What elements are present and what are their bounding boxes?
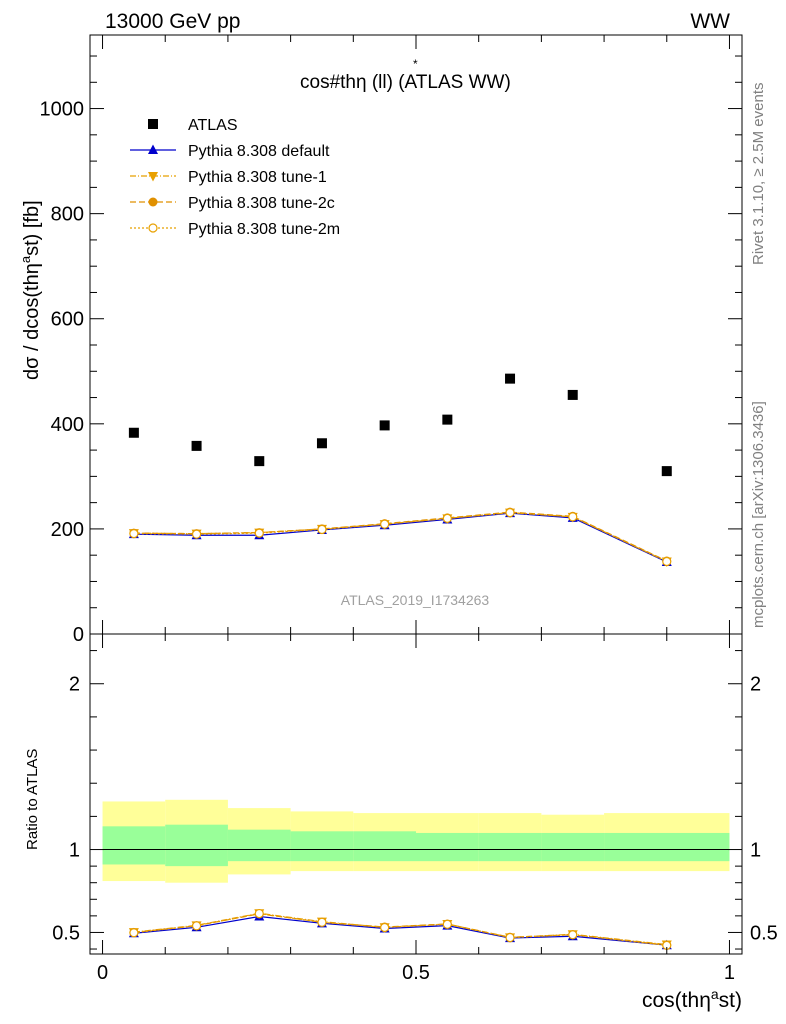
x-tick-label: 1 (724, 962, 735, 984)
point-atlas-5 (442, 414, 453, 425)
point-pythia-8-308-tune-2m-2 (254, 908, 264, 919)
legend-entry-pythia-8-308-tune-2m: Pythia 8.308 tune-2m (130, 221, 340, 238)
legend-entry-pythia-8-308-tune-2c: Pythia 8.308 tune-2c (130, 195, 335, 212)
legend-marker-pythia-8-308-tune-2c (148, 197, 158, 207)
plot-title: cos#thη (ll) (ATLAS WW) * (300, 57, 511, 93)
ratio-frame (89, 633, 743, 955)
ratio-y-tick-label: 1 (69, 840, 80, 862)
ratio-x-axis: 0 0.5 1 (97, 634, 735, 984)
main-x-ticks (102, 35, 730, 634)
point-pythia-8-308-tune-2m-5 (442, 513, 452, 524)
point-pythia-8-308-tune-2m-1 (191, 921, 202, 931)
series-line-pythia-8-308-default (133, 512, 668, 563)
x-tick-label: 0 (97, 962, 108, 984)
series-line-pythia-8-308-tune-2c (133, 913, 667, 946)
main-y-tick-label: 400 (51, 414, 84, 436)
stat-uncertainty-band (165, 824, 228, 867)
stat-uncertainty-band (478, 832, 542, 862)
stat-uncertainty-band (227, 829, 291, 862)
legend-entry-pythia-8-308-tune-1: Pythia 8.308 tune-1 (130, 169, 327, 186)
stat-uncertainty-band (541, 832, 605, 862)
series-line-pythia-8-308-tune-2c (133, 511, 668, 562)
ratio-y-axis: 0.5 0.5 1 1 2 2 (52, 650, 778, 950)
point-pythia-8-308-tune-2m-6 (505, 508, 515, 518)
point-atlas-7 (567, 389, 578, 400)
stat-uncertainty-band (416, 832, 479, 862)
legend-marker-pythia-8-308-tune-1 (148, 172, 158, 182)
point-atlas-6 (505, 373, 516, 384)
point-pythia-8-308-tune-2m-0 (129, 529, 139, 539)
point-pythia-8-308-tune-2m-3 (317, 917, 327, 927)
ratio-y-axis-label: Ratio to ATLAS (24, 749, 41, 850)
point-atlas-8 (661, 466, 672, 477)
series-line-pythia-8-308-tune-1 (133, 512, 668, 563)
stat-uncertainty-band (604, 832, 730, 862)
legend-label-pythia-8-308-tune-2m: Pythia 8.308 tune-2m (188, 221, 340, 238)
point-pythia-8-308-tune-2m-2 (254, 528, 264, 538)
ratio-y-tick-label-right: 2 (750, 674, 761, 696)
rivet-label: Rivet 3.1.10, ≥ 2.5M events (750, 83, 767, 266)
ratio-panel: 0.5 0.51 12 2 0 0.5 1 Ratio to ATLAS cos(thηa… (24, 633, 778, 1012)
point-pythia-8-308-tune-2m-7 (568, 930, 578, 940)
ratio-plot-area (102, 799, 730, 951)
point-pythia-8-308-tune-2m-1 (191, 529, 202, 539)
legend-entry-pythia-8-308-default: Pythia 8.308 default (130, 143, 330, 160)
plot-title-main: cos#thη (ll) (ATLAS WW) (300, 72, 511, 93)
legend-label-pythia-8-308-default: Pythia 8.308 default (188, 143, 330, 160)
point-pythia-8-308-tune-2m-7 (568, 512, 578, 522)
point-pythia-8-308-tune-2m-8 (662, 556, 672, 567)
watermark: ATLAS_2019_I1734263 (341, 592, 490, 608)
plot-title-superscript: * (413, 57, 418, 71)
legend-label-pythia-8-308-tune-1: Pythia 8.308 tune-1 (188, 169, 327, 186)
legend-marker-pythia-8-308-tune-2m (148, 223, 158, 233)
ratio-y-tick-label-right: 0.5 (750, 922, 778, 944)
header-right-label: WW (690, 10, 730, 33)
series-line-pythia-8-308-default (133, 915, 667, 946)
main-y-tick-label: 200 (51, 519, 84, 541)
legend: ATLAS Pythia 8.308 default Pythia 8.308 tu… (130, 117, 340, 238)
main-y-tick-label: 600 (51, 309, 84, 331)
ratio-y-tick-label: 0.5 (52, 922, 80, 944)
ratio-y-tick-label-right: 1 (750, 840, 761, 862)
legend-label-pythia-8-308-tune-2c: Pythia 8.308 tune-2c (188, 195, 335, 212)
point-atlas-1 (191, 440, 202, 451)
main-plot-area (128, 373, 672, 567)
point-pythia-8-308-tune-2m-3 (317, 524, 327, 535)
point-pythia-8-308-tune-2m-6 (505, 932, 515, 943)
stat-uncertainty-band (353, 831, 416, 862)
main-panel: 0 200 400 600 800 1000 ATLAS_2019_I1734263 co… (18, 34, 743, 646)
series-line-pythia-8-308-tune-1 (133, 912, 667, 946)
stat-uncertainty-band (290, 831, 354, 862)
point-atlas-0 (128, 427, 139, 438)
header-left-label: 13000 GeV pp (105, 10, 240, 33)
legend-label-atlas: ATLAS (188, 117, 238, 134)
x-axis-label: cos(thηast) (642, 986, 742, 1012)
point-pythia-8-308-tune-2m-4 (380, 519, 390, 529)
main-y-tick-label: 0 (73, 624, 84, 646)
mcplots-label: mcplots.cern.ch [arXiv:1306.3436] (750, 401, 767, 628)
main-y-axis-label: dσ / dcos(thηast) [fb] (18, 200, 43, 380)
legend-marker-pythia-8-308-default (148, 144, 158, 154)
point-pythia-8-308-tune-2m-5 (442, 919, 452, 929)
main-y-tick-label: 1000 (40, 99, 85, 121)
series-line-pythia-8-308-tune-2m (133, 912, 667, 946)
point-atlas-4 (379, 420, 390, 431)
point-pythia-8-308-tune-2m-0 (129, 928, 139, 938)
legend-marker-atlas (148, 119, 158, 129)
series-line-pythia-8-308-tune-2m (133, 512, 668, 563)
legend-entry-atlas: ATLAS (148, 117, 238, 134)
main-y-axis: 0 200 400 600 800 1000 (40, 55, 742, 646)
stat-uncertainty-band (102, 826, 166, 865)
point-atlas-2 (254, 456, 265, 467)
plot-title-text: cos#thη (ll) (ATLAS WW) (300, 72, 511, 93)
ratio-y-tick-label: 2 (69, 674, 80, 696)
x-tick-label: 0.5 (402, 962, 430, 984)
main-y-tick-label: 800 (51, 204, 84, 226)
point-pythia-8-308-tune-2m-4 (380, 922, 390, 933)
point-atlas-3 (316, 438, 327, 449)
